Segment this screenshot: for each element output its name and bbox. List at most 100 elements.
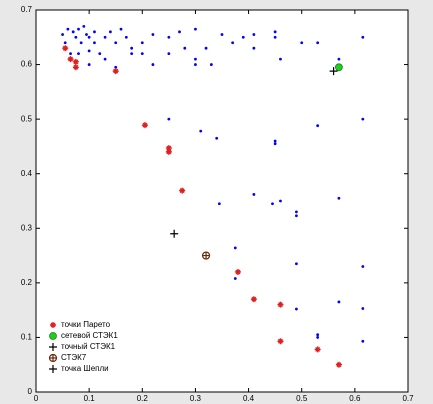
- point: [335, 63, 343, 72]
- point: [93, 30, 96, 34]
- point: [112, 68, 119, 75]
- legend-label: точный СТЭК1: [61, 342, 116, 351]
- point: [103, 57, 107, 61]
- point: [140, 41, 144, 45]
- x-tick-label: 0.1: [84, 394, 96, 403]
- point: [295, 210, 298, 214]
- point: [61, 33, 64, 36]
- x-tick-label: 0.6: [349, 394, 361, 403]
- point: [87, 63, 91, 66]
- point: [273, 139, 277, 143]
- point: [85, 33, 88, 36]
- point: [273, 30, 277, 34]
- point: [151, 33, 155, 36]
- point: [231, 41, 235, 45]
- point: [165, 148, 172, 155]
- point: [233, 277, 237, 280]
- x-tick-label: 0.3: [190, 394, 202, 403]
- point: [279, 199, 282, 203]
- point: [167, 35, 171, 39]
- point: [194, 27, 197, 31]
- point: [271, 202, 274, 206]
- y-tick-label: 0.5: [21, 114, 33, 123]
- point: [179, 187, 186, 194]
- point: [337, 57, 341, 61]
- point: [241, 35, 245, 39]
- point: [273, 142, 277, 146]
- point: [361, 307, 365, 310]
- x-tick-label: 0.7: [402, 394, 414, 403]
- point: [130, 46, 134, 50]
- point: [77, 27, 80, 31]
- point: [234, 268, 241, 275]
- point: [124, 35, 128, 39]
- point: [79, 41, 83, 45]
- point: [204, 46, 208, 50]
- legend-label: СТЭК7: [61, 353, 87, 362]
- point: [103, 35, 107, 39]
- y-tick-label: 0.2: [21, 278, 33, 287]
- legend-marker: [50, 322, 56, 328]
- point: [361, 339, 365, 343]
- point: [114, 41, 118, 45]
- point: [314, 346, 321, 353]
- point: [178, 30, 181, 34]
- legend-label: сетевой СТЭК1: [61, 331, 118, 340]
- point: [217, 202, 221, 206]
- point: [337, 196, 341, 200]
- point: [114, 65, 118, 69]
- point: [220, 33, 224, 36]
- y-tick-label: 0.3: [21, 223, 33, 232]
- point: [337, 300, 341, 304]
- legend-marker: [49, 365, 57, 373]
- point: [141, 122, 148, 129]
- point: [300, 41, 304, 45]
- point: [183, 46, 187, 50]
- point: [63, 41, 67, 45]
- point: [329, 67, 338, 76]
- point: [67, 56, 74, 63]
- point: [194, 57, 197, 61]
- point: [277, 338, 284, 345]
- point: [151, 63, 155, 66]
- point: [279, 57, 282, 61]
- x-tick-label: 0.5: [296, 394, 308, 403]
- point: [109, 30, 112, 34]
- point: [201, 251, 211, 260]
- point: [361, 35, 365, 39]
- point: [273, 35, 277, 39]
- point: [170, 229, 179, 238]
- point: [72, 64, 79, 71]
- point: [215, 136, 219, 140]
- y-tick-label: 0: [28, 387, 33, 396]
- y-tick-label: 0.6: [21, 60, 33, 69]
- point: [252, 46, 256, 50]
- point: [209, 63, 213, 66]
- point: [252, 33, 256, 36]
- legend-marker: [49, 332, 57, 340]
- point: [295, 262, 298, 266]
- y-tick-label: 0.1: [21, 333, 33, 342]
- point: [74, 35, 78, 39]
- x-tick-label: 0: [34, 394, 39, 403]
- point: [87, 35, 91, 39]
- point: [277, 301, 284, 308]
- point: [140, 52, 144, 56]
- legend-box: [44, 316, 144, 381]
- point: [199, 129, 203, 133]
- point: [252, 193, 256, 196]
- point: [250, 296, 257, 303]
- y-tick-label: 0.4: [21, 169, 33, 178]
- point: [316, 41, 320, 45]
- point: [62, 45, 69, 52]
- point: [316, 333, 320, 337]
- point: [295, 214, 298, 218]
- point: [77, 52, 80, 56]
- point: [165, 145, 172, 152]
- legend-marker: [49, 343, 57, 351]
- point: [66, 27, 70, 31]
- legend-label: точки Парето: [61, 320, 111, 329]
- point: [72, 58, 79, 65]
- point: [71, 30, 75, 34]
